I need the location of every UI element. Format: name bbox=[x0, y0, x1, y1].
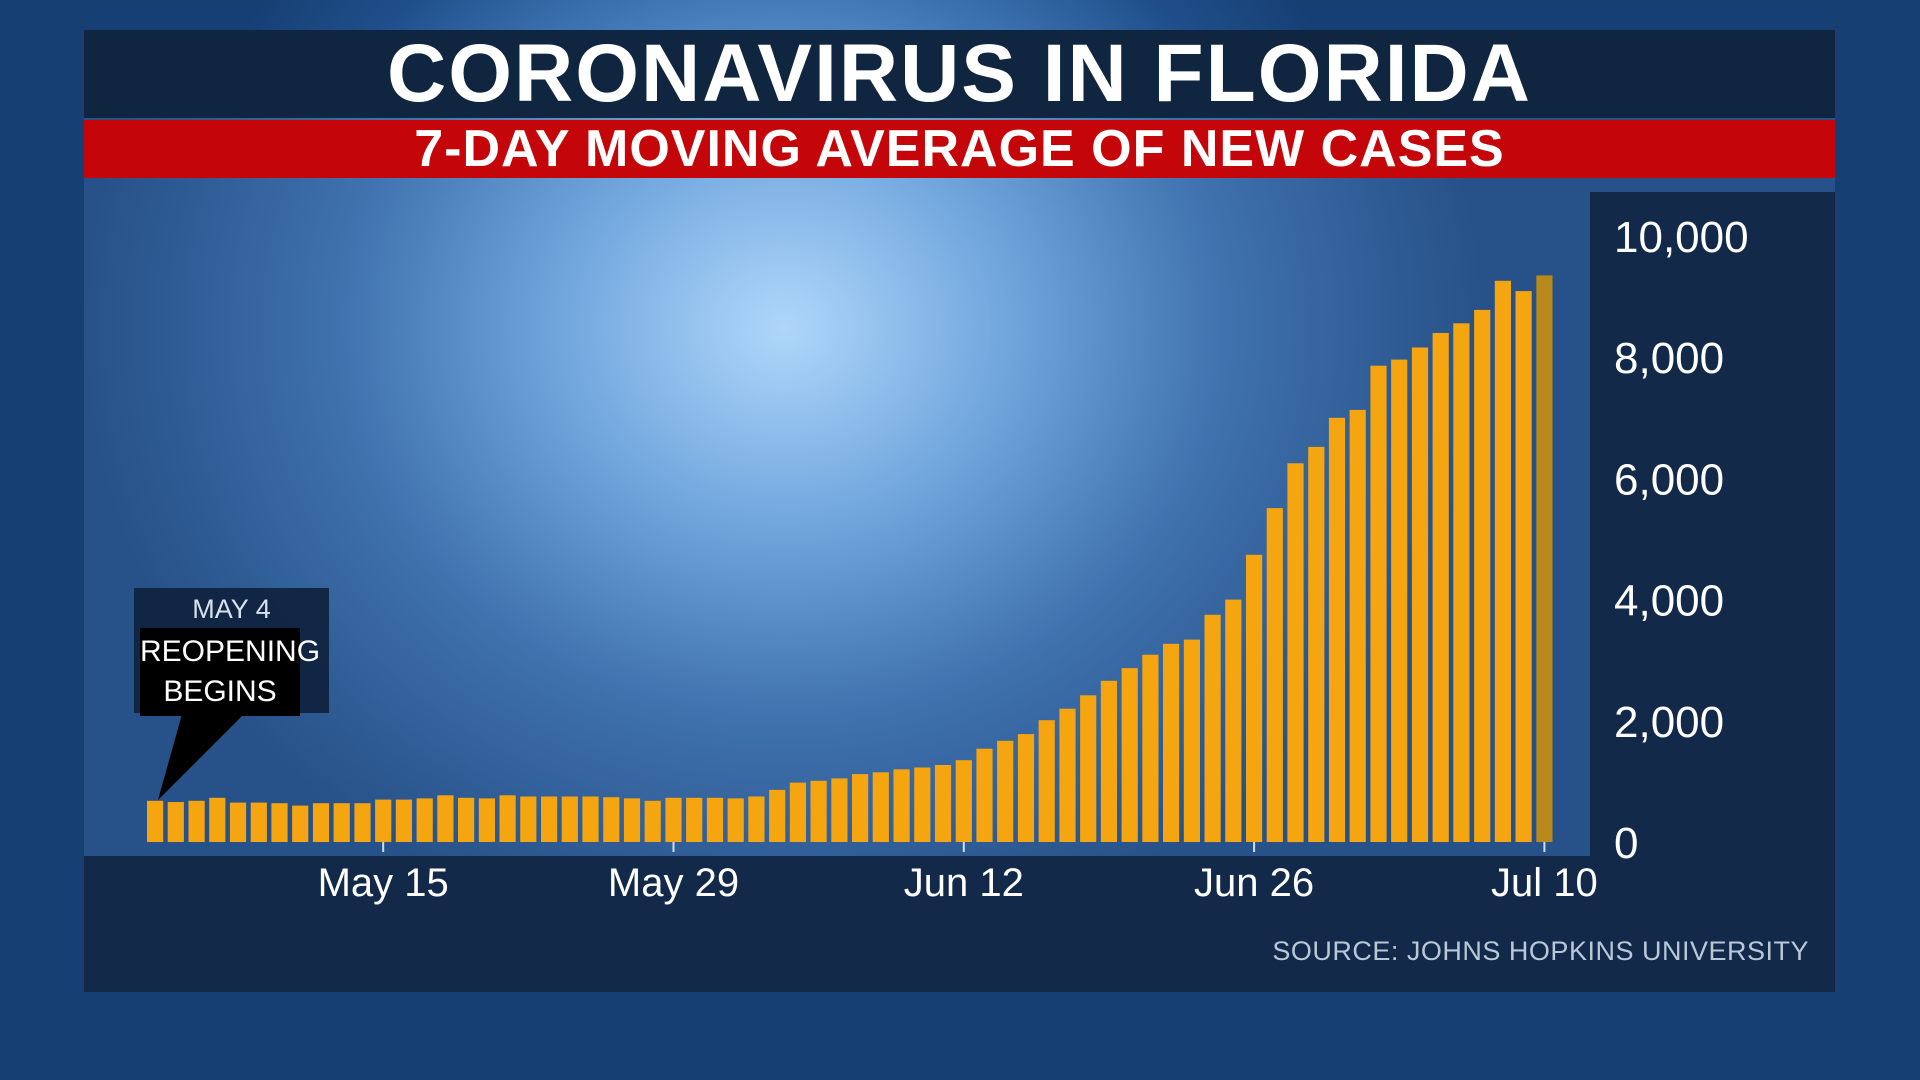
bar-may-29 bbox=[665, 797, 682, 842]
bar-jun-7 bbox=[852, 774, 869, 842]
bar-may-18 bbox=[437, 795, 454, 842]
bar-jun-14 bbox=[997, 740, 1014, 842]
bar-jun-22 bbox=[1163, 643, 1180, 842]
chart-title: CORONAVIRUS IN FLORIDA bbox=[387, 28, 1532, 119]
bar-jun-5 bbox=[810, 780, 827, 842]
bar-jun-18 bbox=[1080, 695, 1097, 842]
bar-jul-4 bbox=[1411, 347, 1429, 842]
bar-jun-19 bbox=[1100, 680, 1117, 842]
bar-jul-3 bbox=[1391, 359, 1408, 842]
bar-jun-30 bbox=[1328, 417, 1346, 842]
y-tick-label: 0 bbox=[1614, 819, 1638, 868]
bar-jun-9 bbox=[893, 769, 910, 842]
bar-may-15 bbox=[375, 799, 392, 842]
bar-may-6 bbox=[188, 800, 205, 842]
bar-jun-27 bbox=[1266, 508, 1283, 842]
bar-jul-9 bbox=[1515, 291, 1532, 843]
bar-jul-5 bbox=[1432, 333, 1449, 842]
y-axis-panel bbox=[1590, 192, 1835, 856]
bar-may-19 bbox=[458, 797, 475, 842]
bar-jun-15 bbox=[1017, 734, 1035, 842]
x-tick-label: May 29 bbox=[608, 861, 739, 905]
y-tick-label: 10,000 bbox=[1614, 213, 1749, 262]
x-tick-label: Jul 10 bbox=[1491, 861, 1598, 905]
bar-may-25 bbox=[582, 796, 599, 842]
bar-jun-2 bbox=[748, 796, 765, 842]
bar-may-8 bbox=[229, 802, 247, 842]
bar-jun-12 bbox=[955, 760, 972, 842]
y-tick-label: 2,000 bbox=[1614, 698, 1724, 747]
bar-jun-11 bbox=[934, 765, 952, 842]
bar-may-22 bbox=[520, 796, 537, 842]
bar-jun-1 bbox=[727, 798, 744, 842]
bar-jun-6 bbox=[831, 778, 848, 842]
bar-may-20 bbox=[478, 798, 495, 842]
bar-may-23 bbox=[541, 796, 558, 842]
bar-may-21 bbox=[499, 795, 516, 842]
bar-may-14 bbox=[354, 803, 371, 842]
bar-may-31 bbox=[706, 797, 724, 842]
bar-jun-29 bbox=[1308, 446, 1325, 842]
source-credit: SOURCE: JOHNS HOPKINS UNIVERSITY bbox=[1272, 936, 1809, 966]
bar-jun-21 bbox=[1142, 654, 1159, 842]
bar-jun-3 bbox=[769, 789, 786, 842]
bar-jun-24 bbox=[1204, 614, 1221, 843]
bar-may-28 bbox=[644, 800, 661, 842]
y-tick-label: 6,000 bbox=[1614, 455, 1724, 504]
bar-may-4 bbox=[147, 800, 164, 842]
bar-jul-7 bbox=[1474, 309, 1491, 842]
bar-may-30 bbox=[686, 797, 703, 842]
annotation-date: MAY 4 bbox=[192, 594, 271, 624]
bar-jun-20 bbox=[1121, 668, 1138, 842]
bar-may-9 bbox=[250, 802, 267, 842]
y-tick-label: 8,000 bbox=[1614, 334, 1724, 383]
subtitle-bar: 7-DAY MOVING AVERAGE OF NEW CASES bbox=[84, 120, 1835, 178]
bars-group bbox=[147, 275, 1553, 843]
bar-jul-8 bbox=[1494, 280, 1511, 842]
bar-jun-23 bbox=[1183, 639, 1200, 842]
bar-jun-17 bbox=[1059, 708, 1076, 842]
bar-jun-16 bbox=[1038, 720, 1055, 842]
y-tick-labels: 0 2,000 4,000 6,000 8,000 10,000 bbox=[1614, 213, 1749, 868]
bar-may-24 bbox=[561, 796, 578, 842]
x-axis-panel bbox=[84, 856, 1835, 992]
x-tick-label: Jun 26 bbox=[1194, 861, 1314, 905]
x-tick-label: May 15 bbox=[318, 861, 449, 905]
bar-jul-2 bbox=[1370, 365, 1387, 842]
bar-jul-10 bbox=[1536, 275, 1553, 842]
bar-jun-26 bbox=[1246, 554, 1263, 842]
x-tick-labels: May 15 May 29 Jun 12 Jun 26 Jul 10 bbox=[318, 842, 1598, 905]
annotation-text: REOPENING BEGINS bbox=[140, 628, 321, 716]
chart-subtitle: 7-DAY MOVING AVERAGE OF NEW CASES bbox=[414, 120, 1505, 178]
x-tick-label: Jun 12 bbox=[904, 861, 1024, 905]
bar-may-26 bbox=[603, 797, 620, 842]
bar-may-11 bbox=[292, 805, 309, 842]
bar-jun-28 bbox=[1287, 463, 1304, 843]
bar-may-10 bbox=[271, 803, 288, 842]
bar-jun-10 bbox=[914, 767, 931, 842]
bar-jul-6 bbox=[1453, 323, 1470, 842]
title-bar: CORONAVIRUS IN FLORIDA bbox=[84, 30, 1835, 118]
bar-may-16 bbox=[395, 799, 412, 842]
bar-jun-25 bbox=[1225, 599, 1242, 842]
bar-jun-8 bbox=[872, 772, 889, 842]
bar-may-5 bbox=[167, 802, 184, 842]
bar-may-17 bbox=[416, 798, 433, 842]
bar-may-27 bbox=[623, 798, 641, 842]
bar-may-12 bbox=[312, 803, 330, 842]
y-tick-label: 4,000 bbox=[1614, 577, 1724, 626]
annotation-line-1: REOPENING bbox=[140, 635, 321, 668]
bar-jun-13 bbox=[976, 748, 993, 842]
bar-jun-4 bbox=[789, 782, 806, 842]
bar-may-13 bbox=[333, 803, 350, 842]
bar-jul-1 bbox=[1349, 409, 1366, 842]
annotation-line-2: BEGINS bbox=[163, 675, 277, 708]
bar-may-7 bbox=[209, 797, 226, 842]
